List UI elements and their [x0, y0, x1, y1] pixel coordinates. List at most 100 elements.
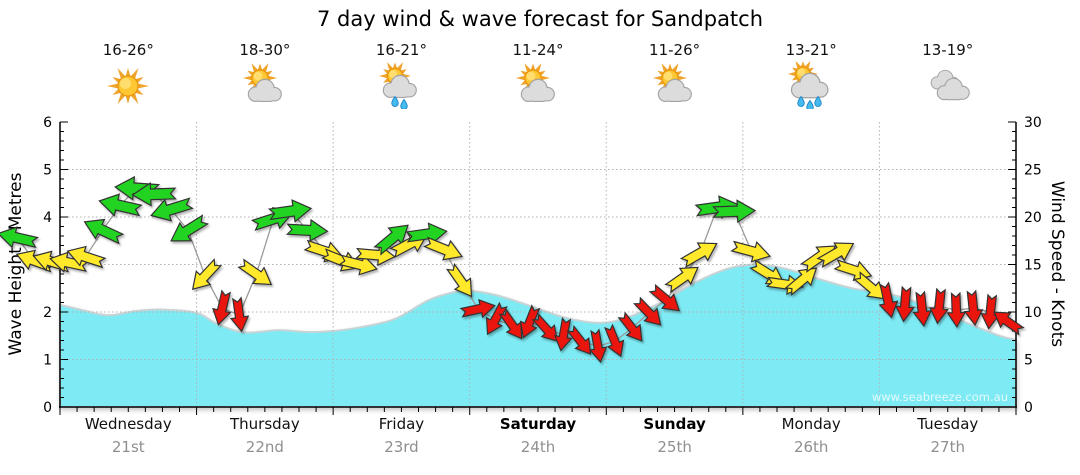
- wind-arrow: [445, 262, 473, 298]
- day-date: 25th: [657, 438, 692, 456]
- wind-arrow: [664, 266, 699, 294]
- day-footer-wednesday: Wednesday 21st: [60, 415, 197, 456]
- day-date: 22nd: [245, 438, 284, 456]
- wind-arrow: [212, 289, 232, 326]
- cloud-shape: [247, 78, 282, 102]
- day-header-friday: 16-21°: [333, 41, 470, 119]
- wind-arrow: [553, 316, 573, 352]
- day-date: 26th: [793, 438, 829, 456]
- day-date: 27th: [930, 438, 965, 456]
- axis-ticks: [59, 121, 1017, 415]
- wind-arrow: [633, 296, 662, 326]
- showers-icon: [379, 62, 418, 110]
- wind-arrow: [784, 267, 818, 297]
- chart-title: 7 day wind & wave forecast for Sandpatch: [316, 7, 764, 31]
- svg-text:0: 0: [1024, 400, 1033, 416]
- svg-text:6: 6: [43, 115, 52, 131]
- day-header-saturday: 11-24°: [470, 41, 607, 119]
- svg-text:15: 15: [1024, 258, 1042, 274]
- cloud-shape: [520, 78, 555, 102]
- wind-arrow: [878, 281, 899, 319]
- wind-arrow: [588, 328, 608, 364]
- day-header-monday: 13-21°: [743, 41, 880, 119]
- day-footer-sunday: Sunday 25th: [606, 415, 743, 456]
- partly-cloudy-icon: [652, 63, 692, 102]
- raindrop: [814, 95, 822, 107]
- svg-text:4: 4: [43, 210, 52, 226]
- day-date: 23rd: [384, 438, 419, 456]
- wind-arrow: [946, 291, 967, 329]
- axis-tick-labels: 0123456051015202530: [43, 115, 1042, 416]
- gridlines: [60, 122, 1016, 407]
- wind-arrow: [853, 271, 886, 300]
- wind-arrow: [749, 259, 785, 285]
- wind-arrow: [267, 199, 313, 223]
- wind-arrow: [519, 304, 541, 339]
- wind-arrow: [229, 296, 250, 333]
- svg-text:5: 5: [1024, 353, 1033, 369]
- svg-text:1: 1: [43, 353, 52, 369]
- wind-arrow: [150, 197, 194, 222]
- svg-text:20: 20: [1024, 210, 1042, 226]
- svg-text:0: 0: [43, 400, 52, 416]
- wind-arrow: [912, 290, 933, 328]
- partly-cloudy-icon: [516, 63, 555, 102]
- temp-range: 11-26°: [649, 41, 701, 59]
- cloud-shape: [383, 74, 418, 98]
- wind-arrow: [993, 311, 1025, 336]
- day-footer-monday: Monday 26th: [743, 415, 880, 456]
- temp-range: 13-21°: [785, 41, 837, 59]
- day-footer-friday: Friday 23rd: [333, 415, 470, 456]
- sunny-icon: [107, 67, 150, 105]
- wind-arrow: [423, 236, 463, 261]
- temp-range: 11-24°: [512, 41, 564, 59]
- cloud-shape: [936, 77, 970, 101]
- wind-arrow: [648, 283, 681, 312]
- day-footer-saturday: Saturday 24th: [470, 415, 607, 456]
- wind-arrow: [285, 218, 329, 242]
- watermark: www.seabreeze.com.au: [872, 390, 1008, 404]
- day-name: Saturday: [499, 415, 577, 433]
- wind-arrow: [816, 242, 855, 268]
- temp-range: 18-30°: [239, 41, 291, 59]
- day-name: Sunday: [643, 415, 706, 433]
- day-headers: 16-26° 18-30° 16-21° 11-24° 11-26° 13-21° 13-1…: [60, 41, 1016, 119]
- wind-arrow: [485, 301, 508, 336]
- rain-icon: [788, 61, 829, 111]
- day-date: 24th: [520, 438, 556, 456]
- svg-text:25: 25: [1024, 163, 1042, 179]
- temp-range: 13-19°: [922, 41, 974, 59]
- day-footer-tuesday: Tuesday 27th: [879, 415, 1016, 456]
- wind-arrow: [459, 298, 496, 319]
- wind-arrow: [566, 324, 592, 355]
- day-name: Monday: [781, 415, 841, 433]
- wind-arrow: [66, 245, 107, 269]
- raindrop: [797, 95, 805, 107]
- wind-arrow: [98, 193, 143, 217]
- wind-arrow: [712, 199, 757, 224]
- wind-arrow: [604, 323, 625, 358]
- day-name: Friday: [378, 415, 425, 433]
- wind-arrow: [498, 308, 523, 340]
- day-name: Tuesday: [917, 415, 979, 433]
- partly-cloudy-icon: [242, 63, 282, 102]
- wind-arrow: [929, 287, 949, 325]
- wind-arrow: [237, 258, 273, 286]
- wind-arrow: [730, 240, 771, 263]
- day-name: Thursday: [229, 415, 300, 433]
- wind-arrows: [0, 175, 1025, 364]
- wind-arrow: [531, 313, 559, 342]
- svg-text:10: 10: [1024, 305, 1042, 321]
- cloud-shape: [657, 78, 692, 102]
- temp-range: 16-26°: [102, 41, 154, 59]
- svg-text:5: 5: [43, 163, 52, 179]
- wind-arrow: [83, 218, 125, 245]
- day-header-thursday: 18-30°: [197, 41, 334, 119]
- wind-arrow: [191, 258, 223, 291]
- svg-text:2: 2: [43, 305, 52, 321]
- wind-arrow: [894, 285, 915, 323]
- cloudy-icon: [930, 69, 970, 101]
- day-header-sunday: 11-26°: [606, 41, 743, 119]
